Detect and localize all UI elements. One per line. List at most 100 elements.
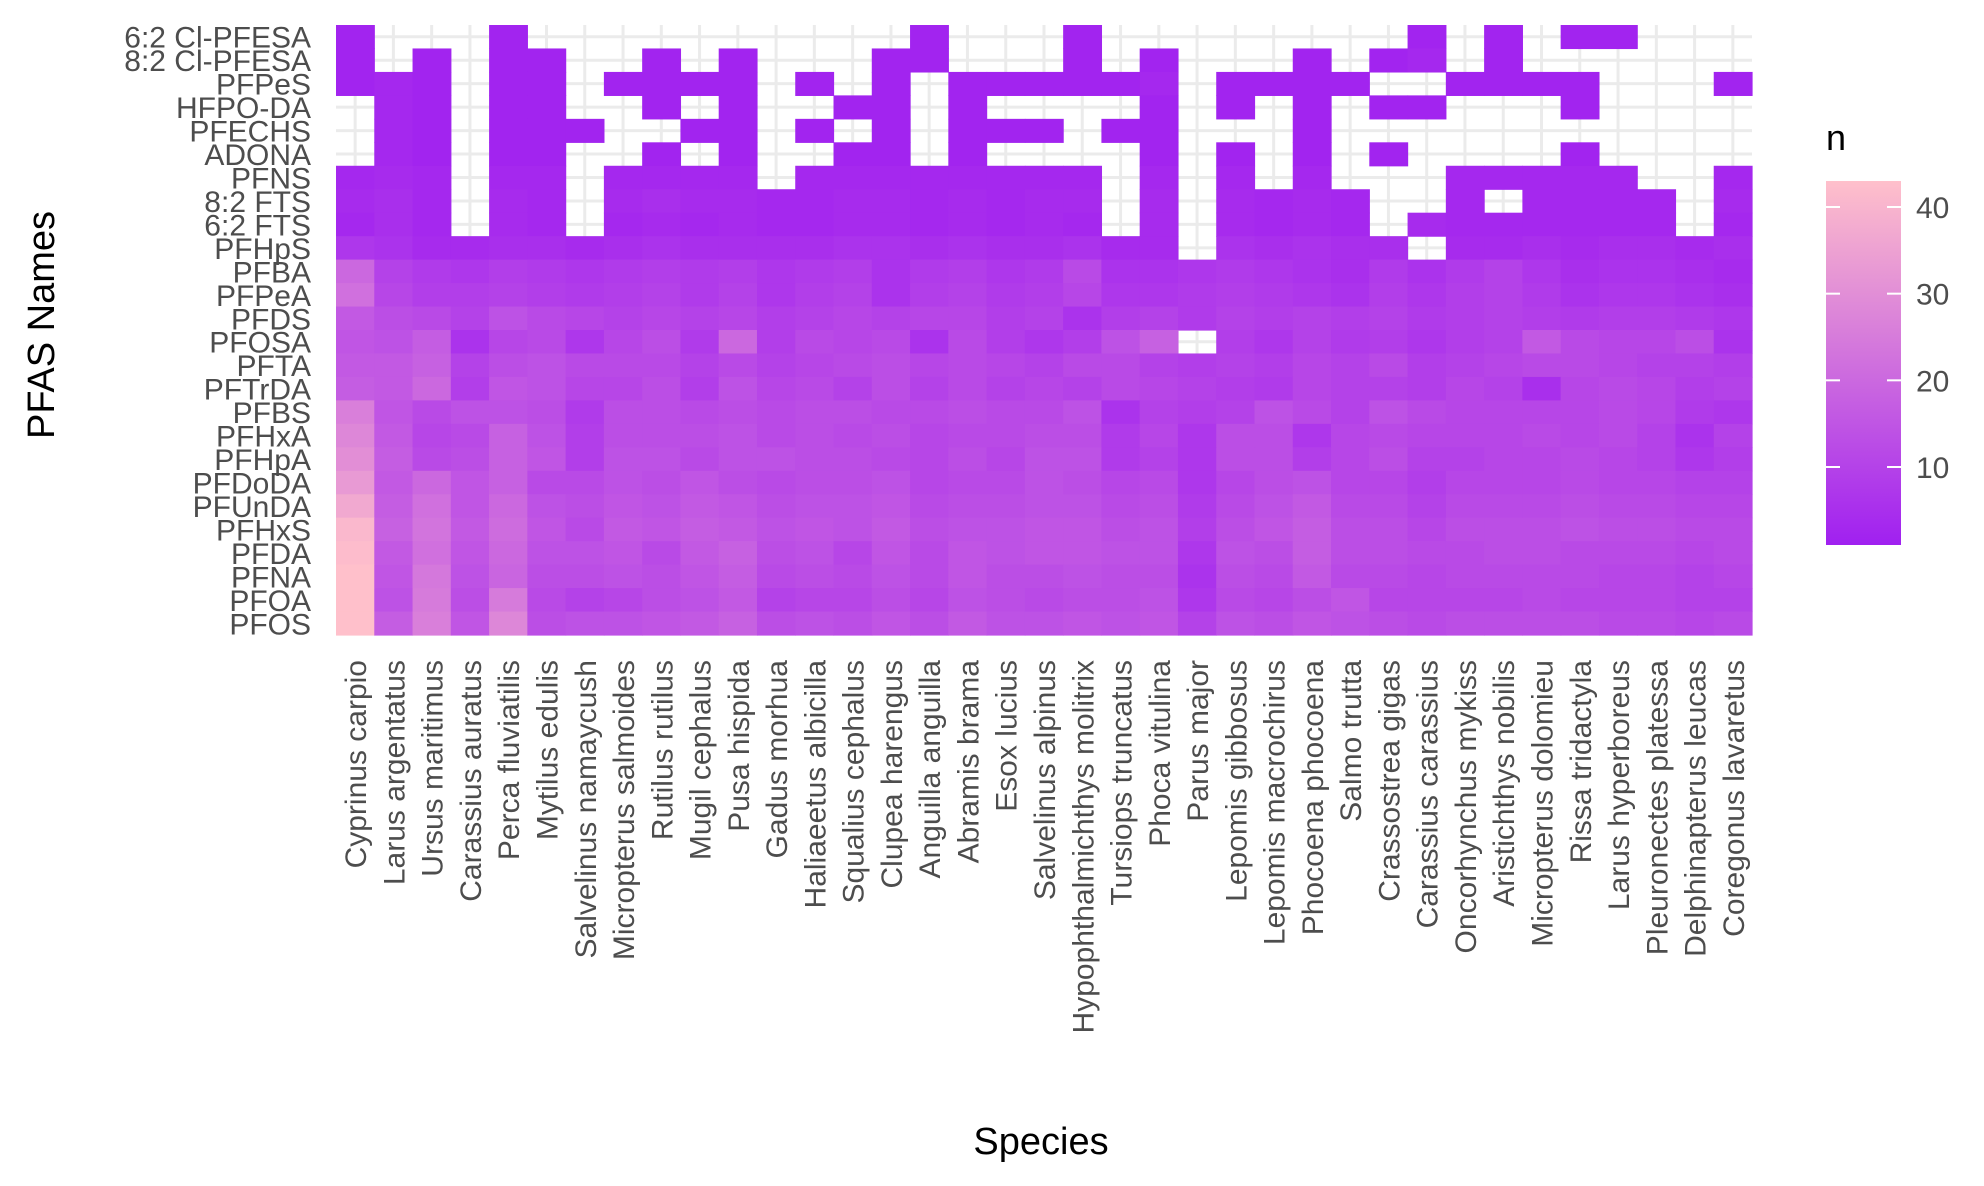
y-tick-label: 8:2 FTS [204,186,311,219]
heatmap-cell [871,400,911,425]
heatmap-cell [1675,470,1715,495]
heatmap-cell [1484,564,1523,589]
heatmap-cell [374,306,414,331]
heatmap-cell [756,330,796,355]
heatmap-cell [1292,71,1332,96]
heatmap-cell [1139,142,1179,167]
x-tick-label: Esox lucius [991,660,1024,812]
heatmap-cell [412,470,452,495]
heatmap-cell [1139,588,1179,613]
heatmap-cell [1063,517,1103,542]
heatmap-cell [1407,447,1447,472]
heatmap-cell [680,447,720,472]
heatmap-cell [642,564,682,589]
heatmap-cell [680,376,720,401]
heatmap-cell [1139,71,1179,96]
heatmap-cell [718,541,758,566]
heatmap-cell [1177,400,1217,425]
heatmap-cell [756,494,796,519]
heatmap-cell [565,470,605,495]
heatmap-cell [1713,283,1753,308]
heatmap-cell [1484,400,1523,425]
heatmap-cell [565,400,605,425]
heatmap-cell [1598,330,1638,355]
heatmap-cell [1484,25,1523,50]
heatmap-cell [642,212,682,237]
heatmap-cell [1713,447,1753,472]
heatmap-cell [1101,330,1141,355]
heatmap-cell [1139,118,1179,143]
heatmap-cell [527,611,567,636]
heatmap-cell [374,564,414,589]
heatmap-cell [527,353,567,378]
heatmap-cell [1445,611,1485,636]
heatmap-cell [1254,564,1294,589]
x-tick-label: Rissa tridactyla [1565,660,1598,864]
heatmap-cell [412,447,452,472]
x-tick-label: Micropterus dolomieu [1527,660,1560,947]
y-tick-label: PFPeA [216,280,311,313]
heatmap-cell [1598,541,1638,566]
heatmap-cell [412,611,452,636]
heatmap-cell [1445,400,1485,425]
heatmap-cell [948,611,988,636]
heatmap-cell [450,611,490,636]
heatmap-cell [1407,541,1447,566]
heatmap-cell [1139,517,1179,542]
heatmap-cell [527,400,567,425]
heatmap-cell [910,236,949,261]
heatmap-cell [1024,118,1064,143]
heatmap-cell [1445,588,1485,613]
heatmap-cell [1560,376,1600,401]
heatmap-cell [1254,212,1294,237]
heatmap-cell [1101,400,1141,425]
heatmap-cell [986,189,1026,214]
heatmap-cell [1063,212,1103,237]
heatmap-cell [948,564,988,589]
x-tick-label: Anguilla anguilla [914,660,947,879]
heatmap-cell [986,330,1026,355]
heatmap-cell [910,517,949,542]
heatmap-cell [565,588,605,613]
y-tick-label: PFDS [231,303,311,336]
heatmap-cell [986,447,1026,472]
heatmap-cell [1331,564,1370,589]
heatmap-cell [1445,165,1485,190]
heatmap-cell [1560,400,1600,425]
heatmap-cell [1369,423,1409,448]
heatmap-cell [1675,353,1715,378]
heatmap-cell [1522,376,1562,401]
y-tick-label: PFBA [233,256,311,289]
heatmap-cell [718,165,758,190]
heatmap-cell [1177,353,1217,378]
y-tick-label: PFDA [231,538,311,571]
heatmap-cell [1637,564,1677,589]
heatmap-cell [871,541,911,566]
heatmap-cell [1675,236,1715,261]
heatmap-cell [795,189,835,214]
heatmap-cell [1369,95,1409,120]
x-tick-label: Pleuronectes platessa [1641,660,1674,955]
heatmap-cell [336,165,375,190]
x-tick-label: Phoca vitulina [1144,660,1177,847]
heatmap-cell [1331,236,1370,261]
heatmap-cell [1407,330,1447,355]
heatmap-cell [1369,142,1409,167]
heatmap-cell [1484,494,1523,519]
heatmap-cell [1407,376,1447,401]
heatmap-cell [527,564,567,589]
heatmap-cell [565,517,605,542]
heatmap-cell [336,25,375,50]
heatmap-cell [871,423,911,448]
heatmap-cell [680,588,720,613]
y-tick-label: PFPeS [216,69,311,102]
heatmap-cell [1063,25,1103,50]
heatmap-cell [489,353,528,378]
heatmap-cell [336,423,375,448]
heatmap-cell [1063,259,1103,284]
heatmap-cell [1292,494,1332,519]
heatmap-cell [489,95,528,120]
heatmap-cell [1522,71,1562,96]
heatmap-cell [756,564,796,589]
heatmap-cell [1139,470,1179,495]
